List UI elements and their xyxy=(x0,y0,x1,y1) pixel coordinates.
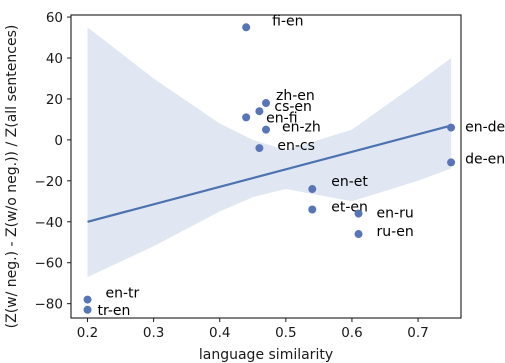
plot-frame xyxy=(70,14,462,319)
point-label: ru-en xyxy=(377,224,414,240)
y-axis-label: (Z(w/ neg.) - Z(w/o neg.)) / Z(all sente… xyxy=(4,25,20,329)
data-point xyxy=(255,144,264,153)
y-tick-label: 0 xyxy=(54,133,63,149)
point-label: fi-en xyxy=(272,13,303,29)
x-tick-label: 0.7 xyxy=(407,325,428,341)
x-tick-label: 0.2 xyxy=(77,325,98,341)
point-label: tr-en xyxy=(98,303,131,319)
point-label: en-tr xyxy=(106,286,140,302)
data-point xyxy=(447,158,456,167)
regression-line xyxy=(87,124,452,223)
y-tick-label: −80 xyxy=(35,297,64,313)
data-point xyxy=(262,99,270,108)
data-point xyxy=(242,23,251,32)
confidence-band xyxy=(87,27,452,278)
data-point xyxy=(83,305,92,314)
data-point xyxy=(308,205,317,214)
data-point xyxy=(354,230,363,239)
x-axis-label: language similarity xyxy=(199,347,333,363)
point-label: en-ru xyxy=(377,206,414,222)
point-label: en-cs xyxy=(277,138,315,154)
point-label: cs-en xyxy=(274,99,312,115)
point-label: en-zh xyxy=(282,120,321,136)
data-point xyxy=(262,125,270,134)
point-label: en-de xyxy=(465,120,505,136)
data-point xyxy=(83,295,92,304)
point-label: en-fi xyxy=(266,110,297,126)
point-label: en-et xyxy=(331,174,368,190)
data-point xyxy=(354,209,363,218)
point-label: de-en xyxy=(465,151,505,167)
y-tick-label: 40 xyxy=(46,51,63,67)
x-tick-label: 0.3 xyxy=(143,325,164,341)
y-tick-label: −20 xyxy=(35,174,64,190)
x-tick-label: 0.4 xyxy=(209,325,230,341)
y-tick-label: −40 xyxy=(35,215,64,231)
x-tick-label: 0.5 xyxy=(275,325,296,341)
y-tick-label: 20 xyxy=(46,92,63,108)
data-point xyxy=(255,107,264,116)
x-tick-label: 0.6 xyxy=(341,325,362,341)
y-tick-label: −60 xyxy=(35,256,64,272)
data-point xyxy=(242,113,251,122)
point-label: zh-en xyxy=(276,88,315,104)
data-point xyxy=(447,123,456,132)
data-point xyxy=(308,185,317,194)
y-tick-label: 60 xyxy=(46,10,63,26)
